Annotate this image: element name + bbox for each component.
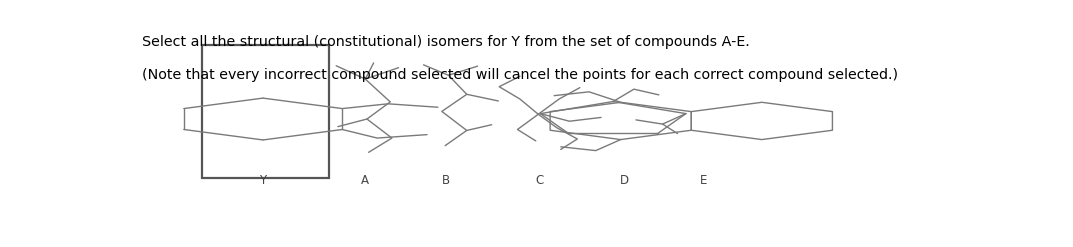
Text: E: E — [700, 174, 707, 187]
Text: B: B — [442, 174, 450, 187]
Text: D: D — [620, 174, 630, 187]
Text: Y: Y — [260, 174, 266, 187]
Text: Select all the structural (constitutional) isomers for Y from the set of compoun: Select all the structural (constitutiona… — [143, 35, 750, 49]
Text: C: C — [535, 174, 544, 187]
Text: A: A — [362, 174, 369, 187]
Bar — [203, 45, 328, 178]
Text: (Note that every incorrect compound selected will cancel the points for each cor: (Note that every incorrect compound sele… — [143, 68, 898, 82]
